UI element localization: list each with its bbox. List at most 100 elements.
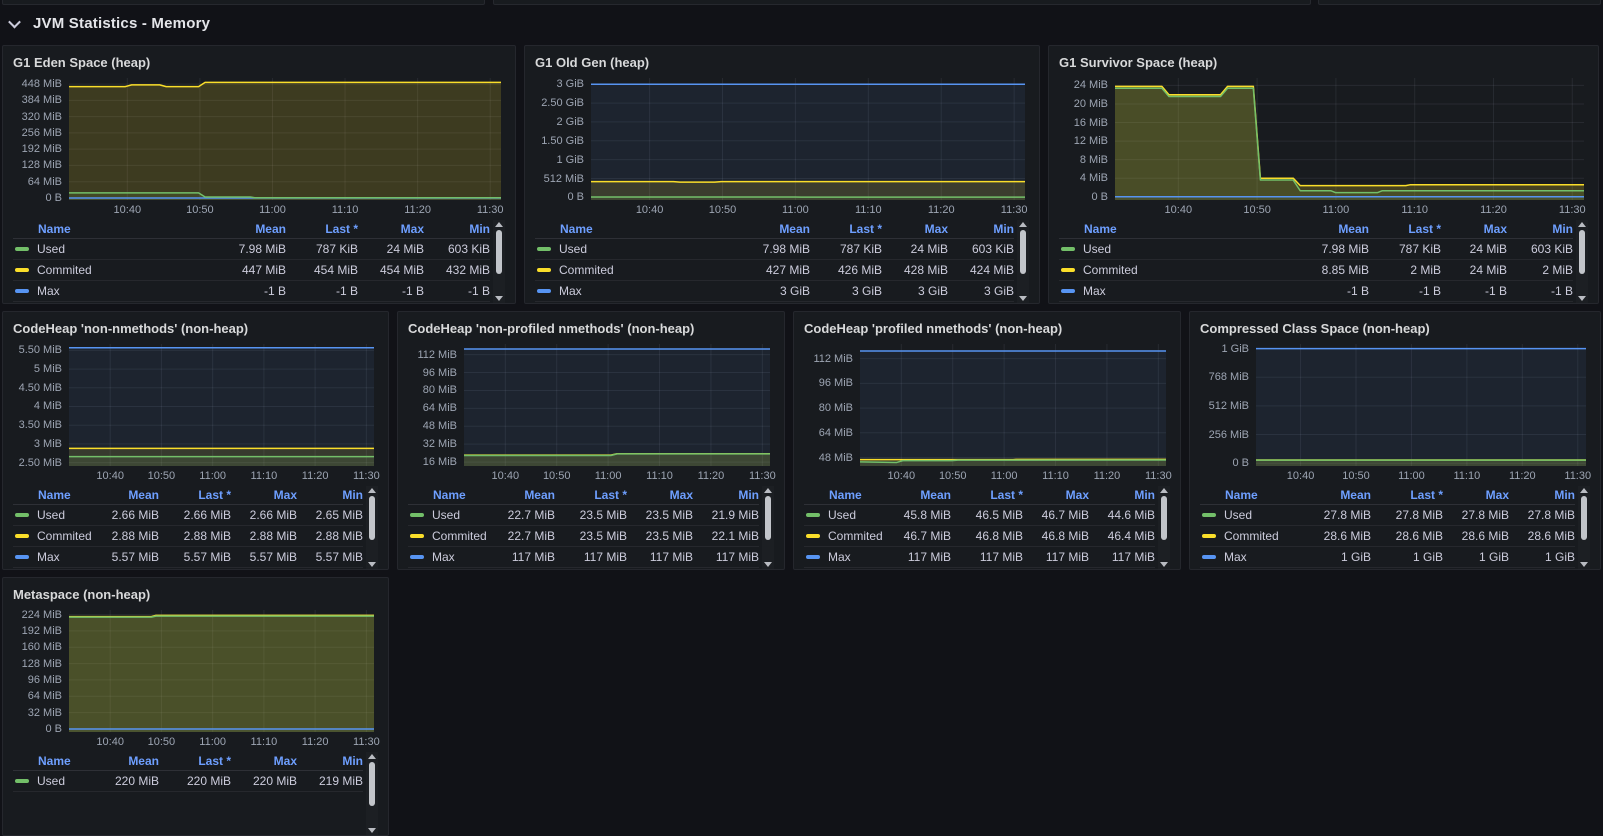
- legend-scrollbar[interactable]: [366, 486, 378, 569]
- plot-region[interactable]: [1115, 78, 1584, 200]
- scroll-down-icon[interactable]: [764, 562, 772, 567]
- scroll-up-icon[interactable]: [368, 488, 376, 493]
- legend-series-toggle[interactable]: Used: [1200, 508, 1299, 522]
- legend-series-toggle[interactable]: Commited: [535, 263, 738, 277]
- scrollbar-track[interactable]: [494, 229, 504, 294]
- legend-column-header[interactable]: Last *: [810, 222, 882, 236]
- legend-scrollbar[interactable]: [1158, 486, 1170, 569]
- legend-series-toggle[interactable]: Commited: [408, 529, 483, 543]
- scrollbar-track[interactable]: [1577, 229, 1587, 294]
- legend-column-header[interactable]: Min: [1509, 488, 1575, 502]
- legend-column-header[interactable]: Max: [231, 754, 297, 768]
- scrollbar-thumb[interactable]: [1020, 230, 1026, 274]
- scroll-up-icon[interactable]: [495, 222, 503, 227]
- scrollbar-track[interactable]: [367, 761, 377, 826]
- scrollbar-thumb[interactable]: [765, 496, 771, 540]
- legend-column-header[interactable]: Min: [693, 488, 759, 502]
- legend-column-header[interactable]: Min: [297, 754, 363, 768]
- legend-series-toggle[interactable]: Commited: [1059, 263, 1297, 277]
- legend-series-toggle[interactable]: Used: [1059, 242, 1297, 256]
- legend-column-header[interactable]: Min: [1507, 222, 1573, 236]
- legend-column-header[interactable]: Name: [408, 488, 483, 502]
- legend-series-toggle[interactable]: Commited: [1200, 529, 1299, 543]
- scrollbar-thumb[interactable]: [1579, 230, 1585, 274]
- legend-column-header[interactable]: Mean: [879, 488, 951, 502]
- legend-column-header[interactable]: Last *: [1369, 222, 1441, 236]
- legend-series-toggle[interactable]: Used: [13, 508, 87, 522]
- legend-scrollbar[interactable]: [762, 486, 774, 569]
- scroll-up-icon[interactable]: [1160, 488, 1168, 493]
- plot-region[interactable]: [69, 78, 501, 200]
- legend-column-header[interactable]: Mean: [87, 754, 159, 768]
- scrollbar-track[interactable]: [1579, 495, 1589, 560]
- legend-column-header[interactable]: Name: [13, 754, 87, 768]
- legend-column-header[interactable]: Max: [231, 488, 297, 502]
- legend-scrollbar[interactable]: [1578, 486, 1590, 569]
- legend-series-toggle[interactable]: Commited: [13, 263, 214, 277]
- legend-scrollbar[interactable]: [493, 220, 505, 303]
- legend-scrollbar[interactable]: [1576, 220, 1588, 303]
- scroll-up-icon[interactable]: [368, 754, 376, 759]
- legend-column-header[interactable]: Mean: [1297, 222, 1369, 236]
- scrollbar-thumb[interactable]: [1581, 496, 1587, 540]
- scroll-down-icon[interactable]: [1160, 562, 1168, 567]
- legend-column-header[interactable]: Last *: [159, 488, 231, 502]
- legend-column-header[interactable]: Last *: [555, 488, 627, 502]
- legend-column-header[interactable]: Min: [424, 222, 490, 236]
- legend-series-toggle[interactable]: Max: [804, 550, 879, 564]
- dashboard-row-header[interactable]: JVM Statistics - Memory: [0, 6, 1603, 40]
- legend-column-header[interactable]: Name: [13, 488, 87, 502]
- legend-column-header[interactable]: Last *: [951, 488, 1023, 502]
- panel-title[interactable]: CodeHeap 'non-nmethods' (non-heap): [13, 321, 378, 336]
- legend-column-header[interactable]: Min: [1089, 488, 1155, 502]
- legend-column-header[interactable]: Last *: [1371, 488, 1443, 502]
- legend-column-header[interactable]: Mean: [87, 488, 159, 502]
- scrollbar-track[interactable]: [1159, 495, 1169, 560]
- legend-column-header[interactable]: Name: [1200, 488, 1299, 502]
- legend-column-header[interactable]: Max: [1441, 222, 1507, 236]
- legend-column-header[interactable]: Name: [1059, 222, 1297, 236]
- panel-title[interactable]: CodeHeap 'non-profiled nmethods' (non-he…: [408, 321, 774, 336]
- legend-column-header[interactable]: Name: [535, 222, 738, 236]
- scroll-down-icon[interactable]: [1580, 562, 1588, 567]
- legend-series-toggle[interactable]: Commited: [804, 529, 879, 543]
- legend-column-header[interactable]: Name: [804, 488, 879, 502]
- legend-series-toggle[interactable]: Used: [535, 242, 738, 256]
- scroll-up-icon[interactable]: [764, 488, 772, 493]
- scroll-down-icon[interactable]: [495, 296, 503, 301]
- legend-column-header[interactable]: Max: [358, 222, 424, 236]
- scroll-up-icon[interactable]: [1578, 222, 1586, 227]
- legend-column-header[interactable]: Mean: [738, 222, 810, 236]
- legend-column-header[interactable]: Mean: [483, 488, 555, 502]
- legend-series-toggle[interactable]: Used: [13, 242, 214, 256]
- plot-region[interactable]: [1256, 344, 1586, 466]
- legend-series-toggle[interactable]: Used: [408, 508, 483, 522]
- panel-title[interactable]: G1 Old Gen (heap): [535, 55, 1029, 70]
- legend-series-toggle[interactable]: Max: [535, 284, 738, 298]
- legend-column-header[interactable]: Min: [297, 488, 363, 502]
- scroll-down-icon[interactable]: [1019, 296, 1027, 301]
- legend-series-toggle[interactable]: Max: [13, 284, 214, 298]
- scrollbar-thumb[interactable]: [496, 230, 502, 274]
- plot-region[interactable]: [591, 78, 1025, 200]
- legend-scrollbar[interactable]: [1017, 220, 1029, 303]
- scrollbar-thumb[interactable]: [1161, 496, 1167, 540]
- legend-column-header[interactable]: Max: [1443, 488, 1509, 502]
- panel-title[interactable]: G1 Eden Space (heap): [13, 55, 505, 70]
- scrollbar-track[interactable]: [1018, 229, 1028, 294]
- legend-series-toggle[interactable]: Commited: [13, 529, 87, 543]
- scrollbar-track[interactable]: [367, 495, 377, 560]
- scroll-down-icon[interactable]: [1578, 296, 1586, 301]
- legend-column-header[interactable]: Max: [1023, 488, 1089, 502]
- panel-title[interactable]: CodeHeap 'profiled nmethods' (non-heap): [804, 321, 1170, 336]
- legend-series-toggle[interactable]: Used: [804, 508, 879, 522]
- scroll-down-icon[interactable]: [368, 828, 376, 833]
- plot-region[interactable]: [69, 344, 374, 466]
- scrollbar-track[interactable]: [763, 495, 773, 560]
- panel-title[interactable]: Compressed Class Space (non-heap): [1200, 321, 1590, 336]
- scroll-down-icon[interactable]: [368, 562, 376, 567]
- legend-column-header[interactable]: Max: [882, 222, 948, 236]
- legend-series-toggle[interactable]: Max: [13, 550, 87, 564]
- legend-series-toggle[interactable]: Used: [13, 774, 87, 788]
- legend-series-toggle[interactable]: Max: [1059, 284, 1297, 298]
